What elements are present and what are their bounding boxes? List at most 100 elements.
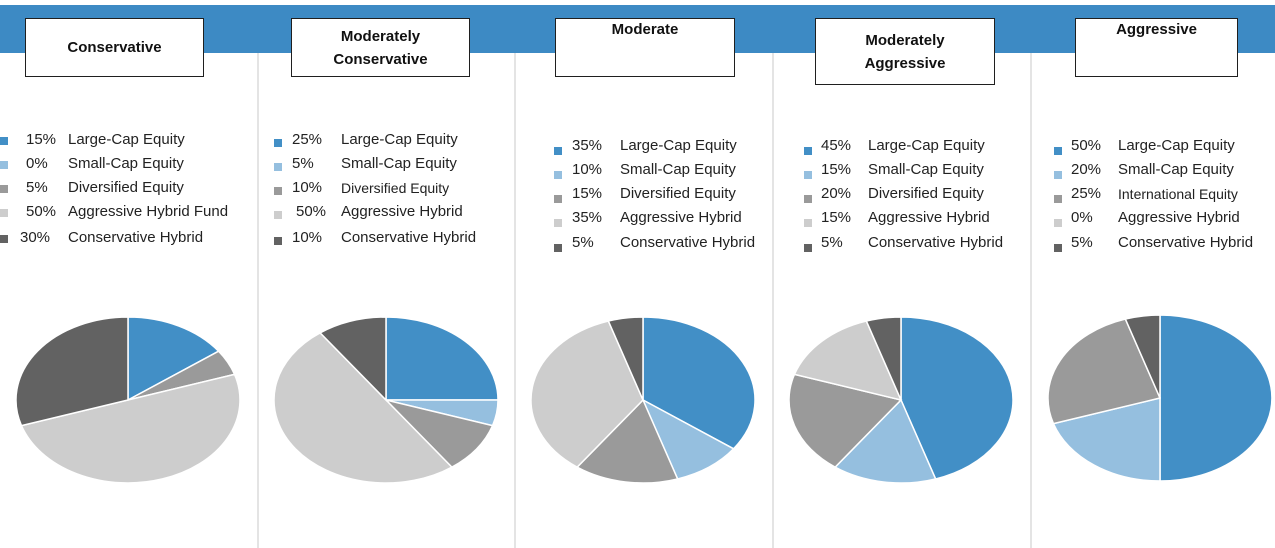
legend-label: Conservative Hybrid [620,234,756,251]
legend-pct: 15% [26,131,57,148]
legend-pct: 15% [572,185,603,202]
legend-pct: 15% [821,161,852,178]
pie-slice-conservative-hybrid [15,316,129,427]
pie-slice-diversified-equity [788,373,903,469]
legend-pct: 25% [1071,185,1102,202]
pie-slice-international-equity [1047,318,1162,425]
pie-slice-large-cap-equity [900,316,1014,480]
legend-pct: 10% [572,161,603,178]
swatch-aggressive-hybrid [554,219,562,227]
legend-pct: 20% [1071,161,1102,178]
legend-pct: 30% [20,229,51,246]
legend-label: Conservative Hybrid [68,229,204,246]
pie-slice-aggressive-hybrid [530,320,644,469]
legend-label: Large-Cap Equity [1118,137,1235,154]
column-divider [514,53,516,548]
legend-label: Aggressive Hybrid [341,203,463,220]
legend-label: Small-Cap Equity [68,155,184,172]
legend-label: Large-Cap Equity [341,131,458,148]
swatch-conservative-hybrid [274,237,282,245]
legend-label: Small-Cap Equity [620,161,736,178]
pie-slice-aggressive-hybrid [273,331,454,484]
pie-slice-large-cap-equity [642,316,756,450]
legend-label: Large-Cap Equity [620,137,737,154]
title-text: Moderately Aggressive [864,31,946,72]
legend-pct: 5% [572,234,594,251]
title-text: Moderately Conservative [333,27,428,68]
pie-slice-conservative-hybrid [1124,314,1161,399]
legend-label: Small-Cap Equity [1118,161,1234,178]
swatch-large-cap [554,147,562,155]
swatch-large-cap [804,147,812,155]
column-divider [257,53,259,548]
swatch-diversified [554,195,562,203]
legend-label: Diversified Equity [68,179,184,196]
legend-label: Aggressive Hybrid Fund [68,203,229,220]
legend-pct: 35% [572,137,603,154]
swatch-small-cap [1054,171,1062,179]
legend-label: Diversified Equity [341,180,450,196]
swatch-small-cap [0,161,8,169]
legend-pct: 15% [821,209,852,226]
swatch-diversified [274,187,282,195]
pie-slice-small-cap-equity [1052,397,1161,482]
legend-label: Large-Cap Equity [868,137,985,154]
legend-pct: 5% [292,155,314,172]
legend-pct: 10% [292,229,323,246]
pie-slice-large-cap-equity [385,316,499,401]
swatch-diversified [804,195,812,203]
portfolio-title-moderately-conservative: Moderately Conservative [291,18,470,77]
legend-label: Conservative Hybrid [1118,234,1254,251]
legend-pct: 50% [296,203,327,220]
swatch-conservative-hybrid [0,235,8,243]
legend-label: Conservative Hybrid [868,234,1004,251]
swatch-international [1054,195,1062,203]
legend-pct: 5% [26,179,48,196]
title-text: Aggressive [1116,21,1197,38]
legend-label: Diversified Equity [868,185,984,202]
legend-label: Diversified Equity [620,185,736,202]
legend-pct: 10% [292,179,323,196]
column-divider [772,53,774,548]
legend-label: International Equity [1118,186,1238,202]
pie-slice-conservative-hybrid [318,316,387,402]
portfolio-title-aggressive: Aggressive [1075,18,1238,77]
portfolio-title-conservative: Conservative [25,18,204,77]
legend-pct: 0% [1071,209,1093,226]
swatch-conservative-hybrid [554,244,562,252]
legend-pct: 45% [821,137,852,154]
legend-pct: 50% [1071,137,1102,154]
legend-pct: 35% [572,209,603,226]
swatch-diversified [0,185,8,193]
legend-pct: 5% [1071,234,1093,251]
pie-slice-large-cap-equity [127,316,220,402]
legend-label: Aggressive Hybrid [1118,209,1240,226]
swatch-large-cap [274,139,282,147]
legend-pct: 20% [821,185,852,202]
swatch-aggressive-hybrid [804,219,812,227]
pie-slice-diversified-equity [575,398,679,484]
legend-label: Small-Cap Equity [341,155,457,172]
legend-pct: 0% [26,155,48,172]
legend-pct: 25% [292,131,323,148]
title-text: Conservative [67,39,162,56]
legend-pct: 5% [821,234,843,251]
pie-slice-small-cap-equity [833,398,937,484]
legend-label: Large-Cap Equity [68,131,185,148]
pie-slice-aggressive-hybrid-fund [20,373,241,484]
swatch-small-cap [274,163,282,171]
swatch-conservative-hybrid [804,244,812,252]
swatch-aggressive-hybrid [274,211,282,219]
swatch-conservative-hybrid [1054,244,1062,252]
pie-slice-conservative-hybrid [607,316,644,401]
column-divider [1030,53,1032,548]
pie-slice-conservative-hybrid [865,316,902,401]
legend-label: Aggressive Hybrid [620,209,742,226]
portfolio-title-moderately-aggressive: Moderately Aggressive [815,18,995,85]
legend-label: Conservative Hybrid [341,229,477,246]
